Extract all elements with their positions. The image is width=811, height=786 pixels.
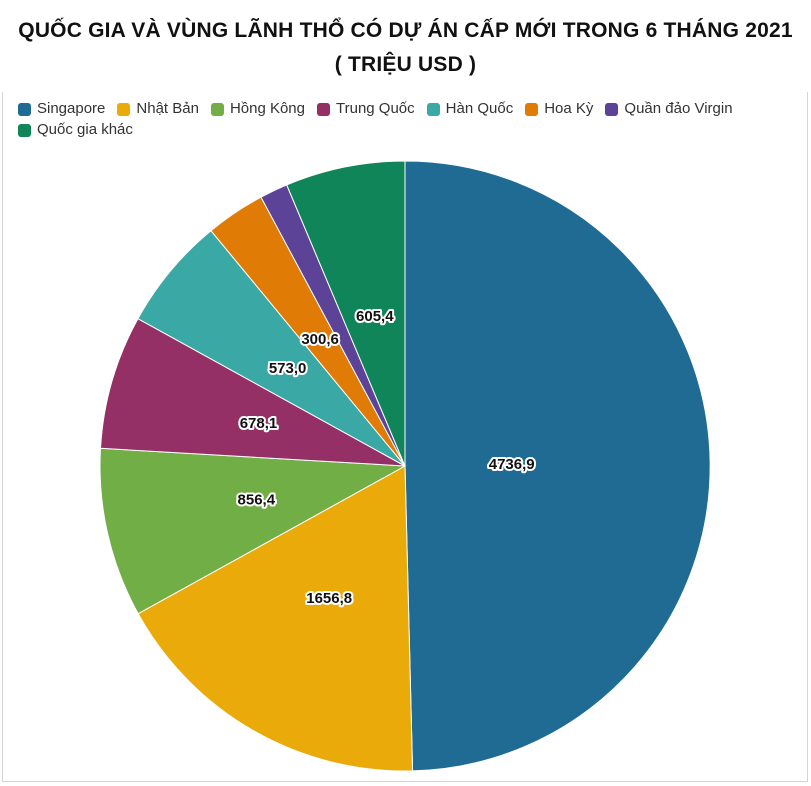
legend-label-singapore: Singapore xyxy=(37,100,106,117)
slice-labels: 4736,94736,91656,81656,8856,4856,4678,16… xyxy=(236,306,537,609)
legend-item-nhat-ban[interactable]: Nhật Bản xyxy=(117,100,199,118)
legend-item-trung-quoc[interactable]: Trung Quốc xyxy=(317,100,415,118)
legend-label-trung-quoc: Trung Quốc xyxy=(336,100,415,117)
legend-label-hong-kong: Hồng Kông xyxy=(229,100,305,117)
legend-item-singapore[interactable]: Singapore xyxy=(18,100,105,118)
pie-slice-nhat-ban[interactable] xyxy=(137,465,414,772)
legend-label-han-quoc: Hàn Quốc xyxy=(445,100,514,117)
pie-slice-hong-kong[interactable] xyxy=(99,447,407,615)
legend-swatch-hong-kong xyxy=(210,102,224,116)
slice-value-label-halo: 605,4 xyxy=(356,308,394,325)
legend-item-quoc-gia-khac[interactable]: Quốc gia khác xyxy=(18,121,133,139)
slice-value-label-singapore: 4736,9 xyxy=(489,456,535,473)
legend-item-hong-kong[interactable]: Hồng Kông xyxy=(210,100,305,118)
legend-item-hoa-ky[interactable]: Hoa Kỳ xyxy=(525,100,593,118)
chart-title: QUỐC GIA VÀ VÙNG LÃNH THỔ CÓ DỰ ÁN CẤP M… xyxy=(0,14,811,82)
legend-label-quoc-gia-khac: Quốc gia khác xyxy=(37,121,133,138)
legend-label-hoa-ky: Hoa Kỳ xyxy=(544,100,594,117)
pie-slice-quoc-gia-khac[interactable] xyxy=(286,160,406,467)
legend-swatch-trung-quoc xyxy=(317,102,330,116)
slice-value-label-halo: 856,4 xyxy=(238,491,276,508)
slice-value-label-hong-kong: 856,4 xyxy=(238,491,276,508)
legend-label-nhat-ban: Nhật Bản xyxy=(136,100,199,117)
legend-swatch-quan-dao-virgin xyxy=(605,102,619,116)
slice-value-label-halo: 573,0 xyxy=(269,360,307,377)
legend-label-quan-dao-virgin: Quần đảo Virgin xyxy=(624,100,733,117)
legend-swatch-nhat-ban xyxy=(117,102,131,116)
slice-value-label-halo: 1656,8 xyxy=(306,590,352,607)
legend-swatch-quoc-gia-khac xyxy=(18,123,31,137)
slice-value-label-halo: 300,6 xyxy=(301,331,339,348)
slice-value-label-halo: 678,1 xyxy=(240,415,278,432)
slice-value-label-quoc-gia-khac: 605,4 xyxy=(356,308,394,325)
slice-value-label-halo: 4736,9 xyxy=(489,456,535,473)
slice-value-label-trung-quoc: 678,1 xyxy=(240,415,278,432)
legend-item-han-quoc[interactable]: Hàn Quốc xyxy=(426,100,514,118)
pie-slice-singapore[interactable] xyxy=(404,160,711,772)
slice-value-label-nhat-ban: 1656,8 xyxy=(306,590,352,607)
chart-title-line-1: QUỐC GIA VÀ VÙNG LÃNH THỔ CÓ DỰ ÁN CẤP M… xyxy=(18,19,793,42)
chart-title-line-2: ( TRIỆU USD ) xyxy=(334,53,477,76)
legend-item-quan-dao-virgin[interactable]: Quần đảo Virgin xyxy=(605,100,733,118)
pie-slice-trung-quoc[interactable] xyxy=(99,317,406,467)
legend-swatch-han-quoc xyxy=(426,102,440,116)
slice-value-label-hoa-ky: 300,6 xyxy=(301,331,339,348)
slice-value-label-han-quoc: 573,0 xyxy=(269,360,307,377)
legend-swatch-hoa-ky xyxy=(525,102,539,116)
chart-legend: Singapore Nhật Bản Hồng Kông Trung Quốc Hàn … xyxy=(18,100,788,139)
legend-swatch-singapore xyxy=(18,102,31,116)
